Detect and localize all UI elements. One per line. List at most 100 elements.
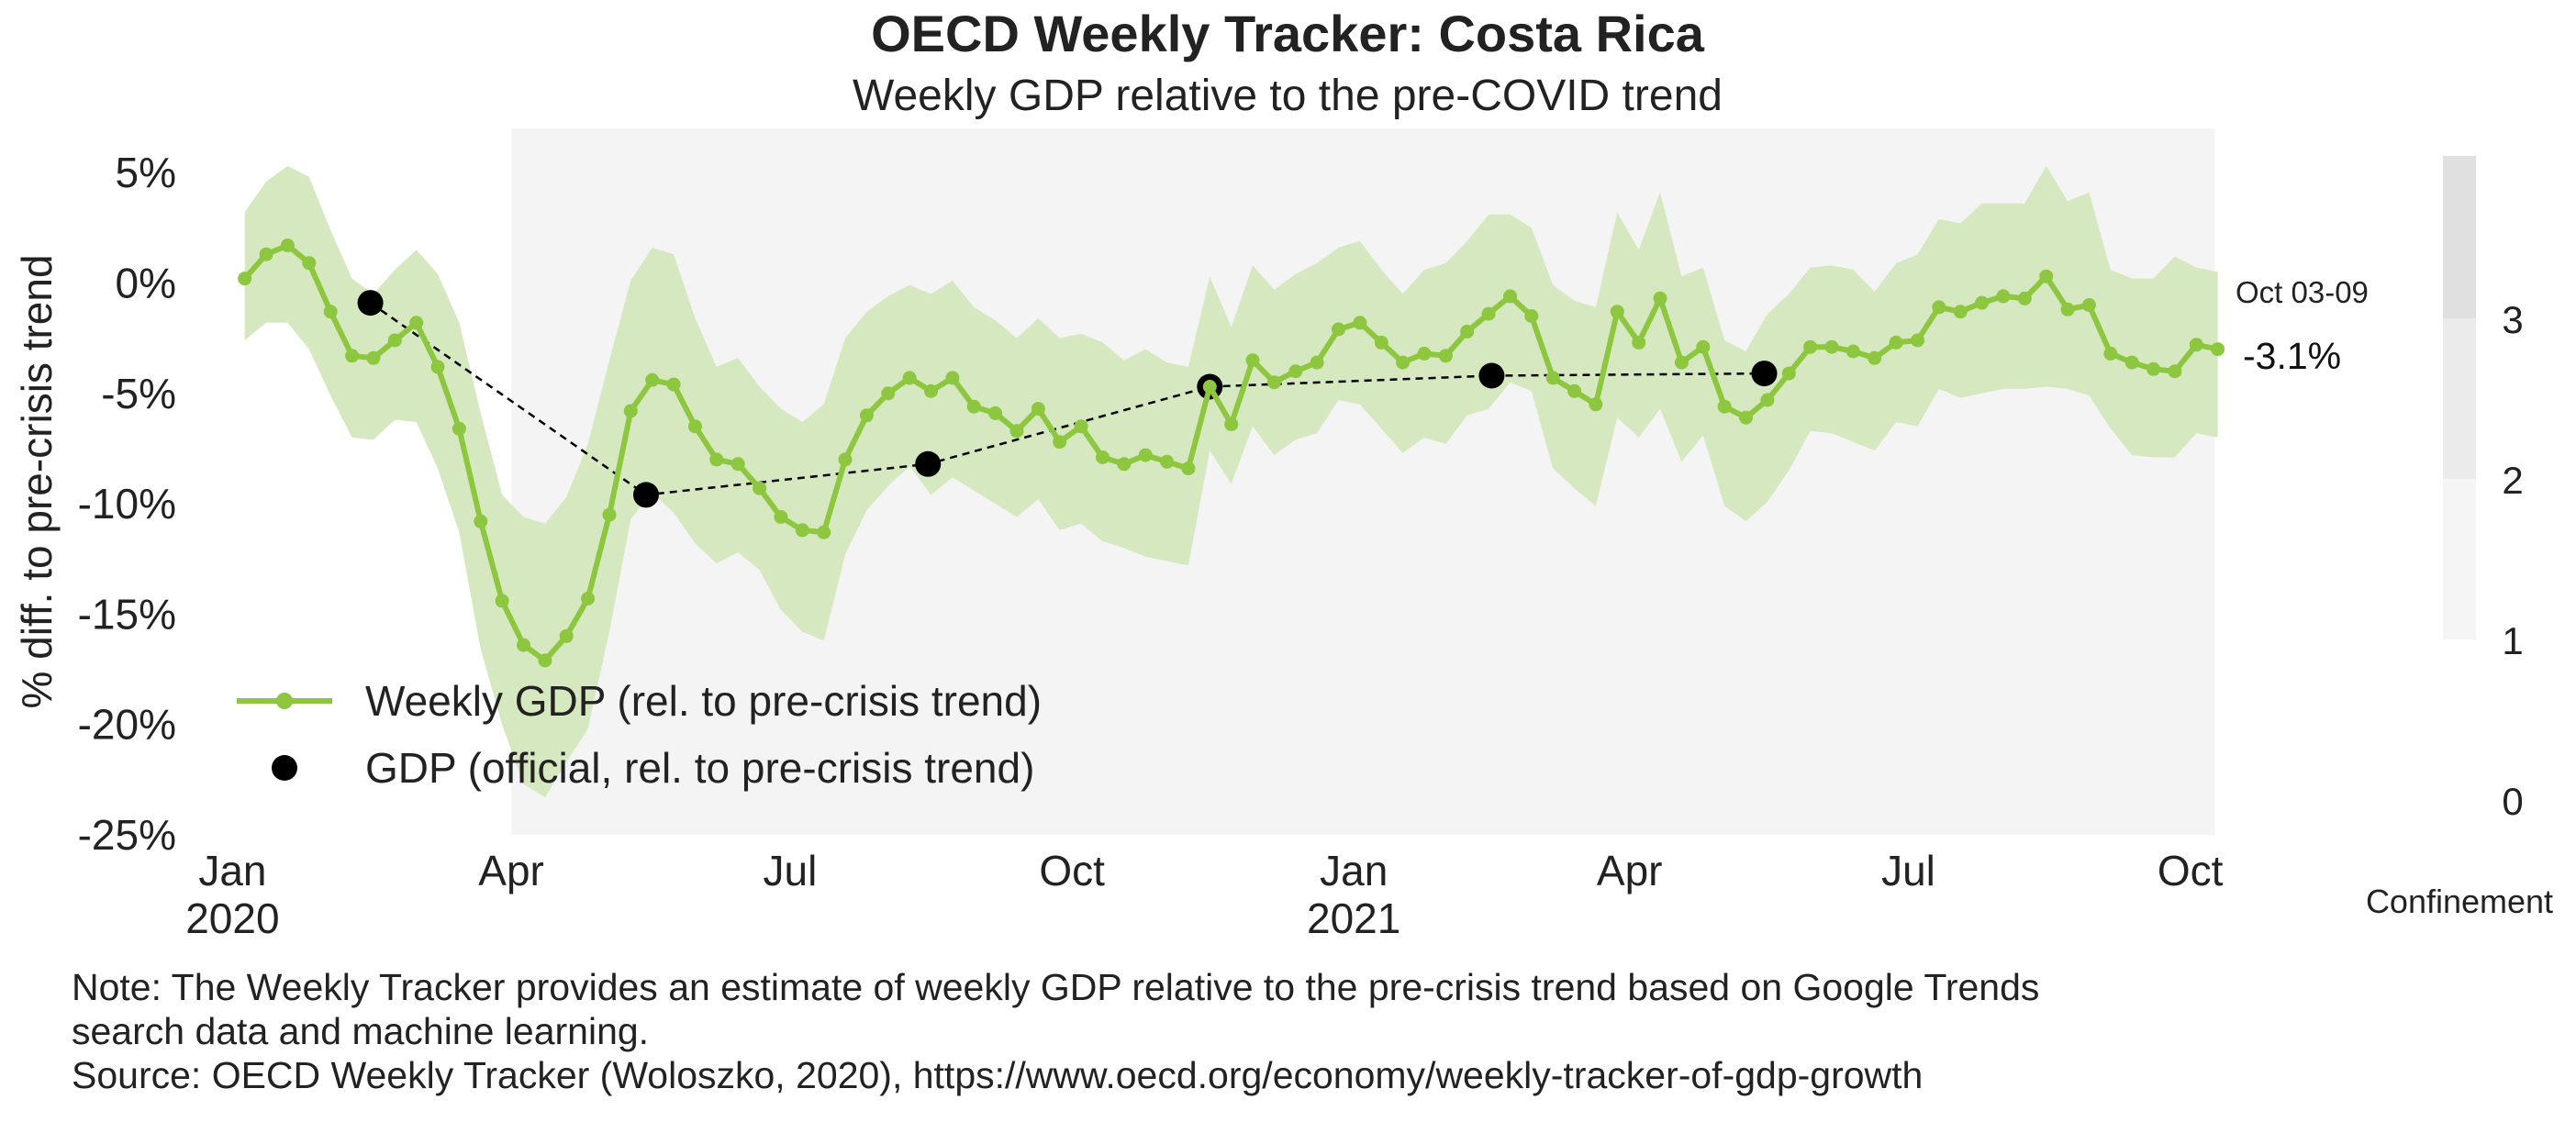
weekly-gdp-point [1653, 291, 1667, 305]
y-tick-label: -5% [101, 370, 176, 417]
weekly-gdp-point [474, 514, 488, 528]
weekly-gdp-point [1160, 454, 1175, 469]
weekly-gdp-point [945, 371, 960, 385]
weekly-gdp-point [666, 377, 681, 392]
weekly-gdp-point [1117, 457, 1132, 472]
y-tick-label: -25% [78, 811, 176, 859]
weekly-gdp-point [988, 405, 1003, 420]
weekly-gdp-point [1074, 419, 1088, 434]
x-tick-year-label: 2020 [185, 894, 279, 942]
weekly-gdp-point [688, 419, 702, 434]
weekly-gdp-point [1846, 344, 1860, 359]
weekly-gdp-point [1138, 448, 1153, 462]
weekly-gdp-point [1610, 305, 1624, 319]
weekly-gdp-point [774, 510, 788, 524]
weekly-gdp-point [1503, 289, 1517, 304]
confinement-scale: 0 1 2 3 [2443, 156, 2524, 823]
footnote: Note: The Weekly Tracker provides an est… [72, 965, 2039, 1097]
weekly-gdp-point [430, 360, 445, 374]
weekly-gdp-point [623, 404, 638, 418]
chart-title: OECD Weekly Tracker: Costa Rica [871, 5, 1705, 62]
weekly-gdp-point [1975, 295, 1990, 310]
weekly-gdp-point [1374, 335, 1388, 350]
weekly-gdp-point [753, 481, 767, 495]
weekly-gdp-point [1803, 339, 1818, 354]
weekly-gdp-point [1224, 417, 1239, 431]
weekly-gdp-point [409, 316, 424, 330]
y-tick-label: 0% [116, 259, 176, 306]
y-tick-label: -15% [78, 590, 176, 638]
weekly-gdp-point [581, 592, 596, 605]
y-tick-label: -20% [78, 701, 176, 749]
footnote-line-1: Note: The Weekly Tracker provides an est… [72, 966, 2040, 1008]
legend: Weekly GDP (rel. to pre-crisis trend) GD… [237, 677, 1042, 792]
weekly-gdp-point [1567, 383, 1582, 398]
official-gdp-point [1751, 361, 1778, 387]
confidence-band [244, 165, 2218, 798]
confinement-scale-tick: 1 [2502, 619, 2523, 662]
weekly-gdp-point [2211, 342, 2225, 357]
weekly-gdp-point [1674, 355, 1689, 370]
weekly-gdp-point [924, 383, 938, 398]
legend-official-label: GDP (official, rel. to pre-crisis trend) [365, 744, 1034, 792]
weekly-gdp-point [1310, 355, 1324, 370]
weekly-gdp-point [2168, 364, 2182, 379]
weekly-gdp-point [2189, 338, 2203, 352]
weekly-gdp-point [387, 333, 402, 348]
x-tick-label: Apr [1597, 847, 1663, 894]
weekly-gdp-point [517, 638, 530, 652]
confinement-scale-segment [2443, 479, 2476, 639]
weekly-gdp-point [1632, 335, 1646, 350]
y-axis: 5% 0% -5% -10% -15% -20% -25% [78, 149, 176, 859]
weekly-gdp-point [1438, 349, 1453, 363]
weekly-gdp-point [859, 408, 874, 423]
official-gdp-dashed-line [369, 302, 1765, 496]
weekly-gdp-point [1824, 339, 1839, 354]
weekly-gdp-point [1417, 346, 1432, 361]
weekly-gdp-point [1889, 335, 1903, 350]
weekly-gdp-point [2039, 269, 2054, 283]
weekly-gdp-point [1353, 316, 1367, 330]
weekly-gdp-point [259, 247, 273, 261]
x-tick-label: Jan [198, 847, 266, 894]
y-tick-label: 5% [116, 149, 176, 196]
weekly-gdp-point [1868, 350, 1882, 365]
x-tick-label: Apr [478, 847, 544, 894]
weekly-gdp-point [2081, 298, 2096, 312]
official-gdp-point [357, 290, 384, 317]
weekly-gdp-point [1266, 375, 1281, 390]
weekly-gdp-point [1545, 371, 1560, 385]
weekly-gdp-point [1481, 306, 1496, 321]
x-tick-year-label: 2021 [1307, 894, 1400, 942]
weekly-gdp-point [2060, 302, 2075, 317]
x-tick-label: Jul [763, 847, 817, 894]
weekly-gdp-point [452, 421, 466, 436]
confinement-scale-segment [2443, 156, 2476, 318]
y-tick-label: -10% [78, 480, 176, 528]
chart-svg: OECD Weekly Tracker: Costa Rica Weekly G… [13, 5, 2553, 942]
official-gdp-point [915, 450, 942, 477]
weekly-gdp-point [2103, 346, 2118, 361]
weekly-gdp-point [1031, 402, 1045, 417]
confidence-band-layer [244, 165, 2218, 798]
weekly-gdp-point [1953, 305, 1968, 319]
weekly-gdp-layer [238, 239, 2225, 668]
weekly-gdp-point [1181, 461, 1196, 476]
weekly-gdp-point [238, 272, 252, 286]
weekly-gdp-point [1288, 364, 1303, 379]
weekly-gdp-point [323, 305, 338, 319]
weekly-gdp-point [366, 350, 381, 365]
weekly-gdp-point [1717, 399, 1732, 414]
weekly-gdp-point [302, 256, 317, 271]
x-tick-label: Oct [1039, 847, 1105, 894]
weekly-gdp-point [602, 507, 617, 522]
last-point-date-label: Oct 03-09 [2236, 275, 2369, 309]
weekly-gdp-point [1202, 380, 1217, 394]
confinement-scale-segment [2443, 318, 2476, 479]
weekly-gdp-point [1245, 353, 1260, 368]
chart-subtitle: Weekly GDP relative to the pre-COVID tre… [853, 72, 1723, 120]
confinement-scale-title: Confinement [2366, 883, 2553, 920]
weekly-gdp-point [1932, 300, 1946, 315]
weekly-gdp-point [2017, 291, 2032, 305]
